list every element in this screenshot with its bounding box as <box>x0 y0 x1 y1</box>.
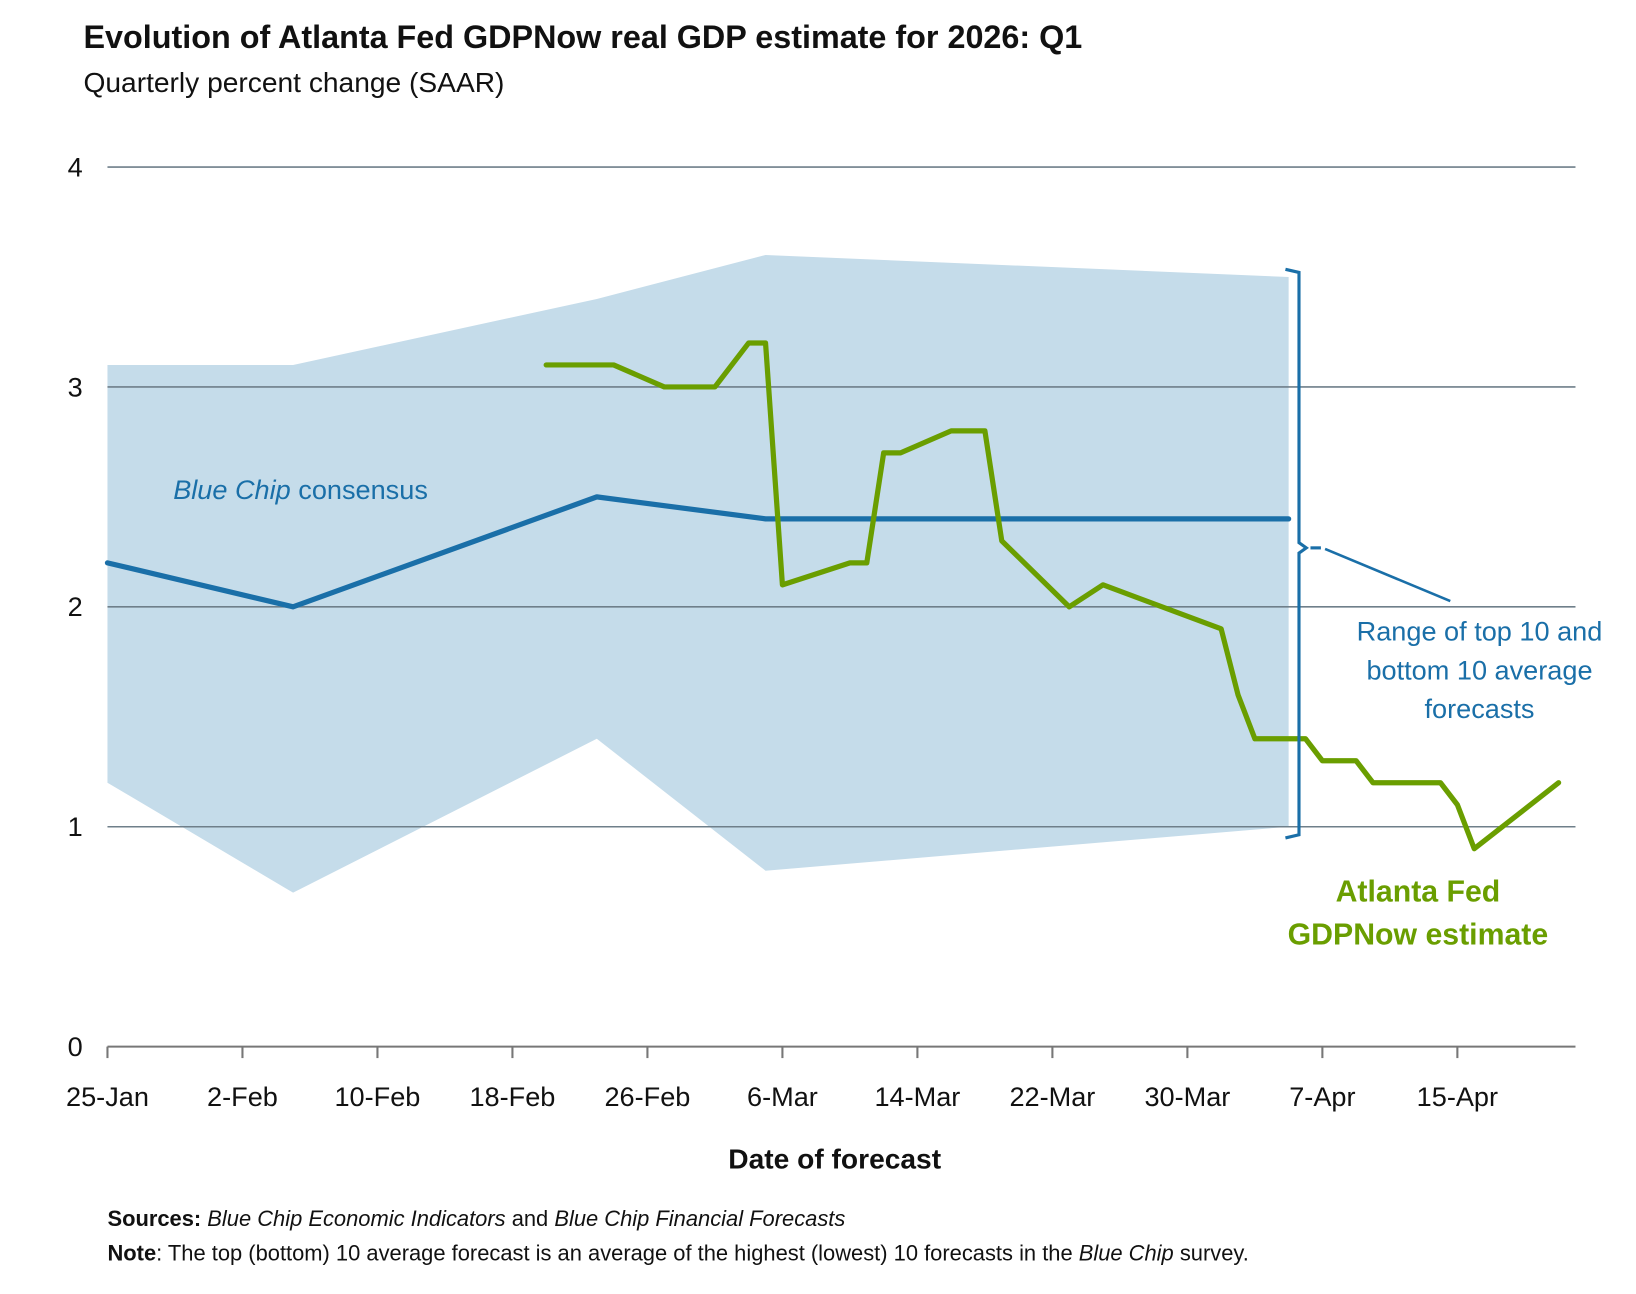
range-band-area <box>107 255 1289 893</box>
y-tick-label: 0 <box>68 1031 83 1062</box>
y-tick-label: 1 <box>68 811 83 842</box>
y-tick-label: 2 <box>68 591 83 622</box>
x-axis-label: Date of forecast <box>728 1143 941 1175</box>
y-axis: 0 1 2 3 4 <box>68 151 83 1062</box>
x-tick-label: 18-Feb <box>469 1081 555 1112</box>
range-label-line-3: forecasts <box>1424 693 1534 724</box>
blue-chip-label: Blue Chip consensus <box>173 474 428 505</box>
gridlines <box>107 166 1576 1048</box>
range-band <box>107 255 1289 893</box>
x-tick-label: 7-Apr <box>1289 1081 1355 1112</box>
chart-subtitle: Quarterly percent change (SAAR) <box>83 66 504 98</box>
chart-title: Evolution of Atlanta Fed GDPNow real GDP… <box>83 19 1082 55</box>
sources-note: Sources: Blue Chip Economic Indicators a… <box>107 1206 845 1231</box>
x-tick-label: 30-Mar <box>1144 1081 1230 1112</box>
gdpnow-label-line-2: GDPNow estimate <box>1288 918 1549 951</box>
x-tick-label: 14-Mar <box>874 1081 960 1112</box>
x-axis: 25-Jan 2-Feb 10-Feb 18-Feb 26-Feb 6-Mar 14-Mar… <box>66 1046 1498 1112</box>
y-tick-label: 3 <box>68 371 83 402</box>
x-tick-label: 6-Mar <box>747 1081 818 1112</box>
x-tick-label: 10-Feb <box>334 1081 420 1112</box>
series <box>104 340 1562 852</box>
x-tick-label: 25-Jan <box>66 1081 149 1112</box>
x-tick-label: 15-Apr <box>1417 1081 1498 1112</box>
leader-line <box>1324 547 1451 603</box>
y-tick-label: 4 <box>68 151 83 182</box>
range-label-line-1: Range of top 10 and <box>1357 616 1603 647</box>
x-tick-label: 22-Mar <box>1009 1081 1095 1112</box>
range-label-line-2: bottom 10 average <box>1366 654 1592 685</box>
x-tick-label: 2-Feb <box>207 1081 278 1112</box>
footnote: Note: The top (bottom) 10 average foreca… <box>107 1241 1248 1266</box>
range-bracket <box>1285 267 1309 840</box>
annotations: Blue Chip consensus Range of top 10 and … <box>173 267 1603 951</box>
x-tick-label: 26-Feb <box>604 1081 690 1112</box>
gdpnow-label-line-1: Atlanta Fed <box>1336 876 1501 909</box>
